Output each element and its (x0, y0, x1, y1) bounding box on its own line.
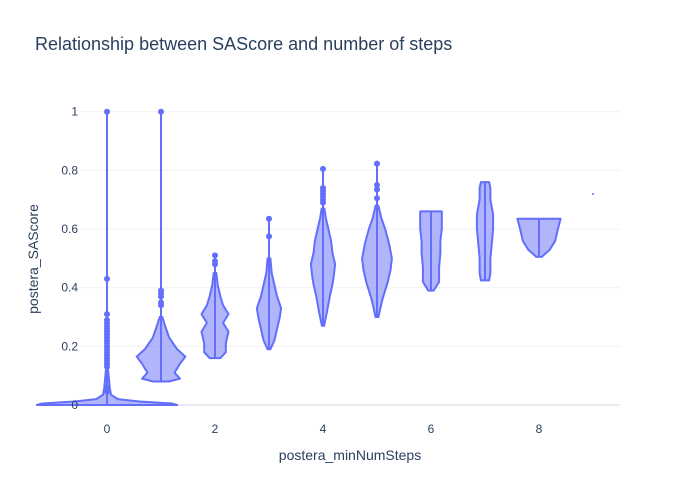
outlier-point (212, 258, 218, 265)
x-tick-label: 4 (320, 422, 327, 436)
outlier-point (104, 316, 110, 323)
y-tick-label: 1 (71, 105, 78, 119)
outlier-point (374, 195, 380, 202)
outlier-point (104, 311, 110, 318)
x-tick-label: 8 (536, 422, 543, 436)
violin-body (361, 204, 393, 318)
x-tick-label: 0 (104, 422, 111, 436)
outlier-point (320, 165, 326, 172)
outlier-point (104, 384, 110, 391)
violin-7 (475, 181, 495, 282)
outlier-point (374, 160, 380, 167)
outlier-point (266, 233, 272, 240)
x-tick-label: 2 (212, 422, 219, 436)
y-axis-title: postera_SAScore (25, 204, 41, 314)
chart-title: Relationship between SAScore and number … (35, 34, 452, 54)
x-axis-title: postera_minNumSteps (279, 447, 421, 463)
outlier-point (104, 275, 110, 282)
outlier-point (158, 287, 164, 294)
violin-body (475, 181, 495, 282)
outlier-point (374, 182, 380, 189)
tick-labels: 0 0.2 0.4 0.6 0.8 1 0 2 4 6 8 (61, 105, 542, 436)
y-tick-label: 0.2 (61, 339, 78, 353)
violin-body (419, 210, 443, 292)
violin-6 (419, 210, 443, 292)
violin-body (309, 207, 337, 327)
violin-body (516, 217, 562, 258)
violin-1 (135, 108, 187, 383)
violin-point (592, 192, 594, 195)
violin-body (255, 257, 283, 351)
plot-area (35, 108, 594, 406)
outlier-point (212, 252, 218, 259)
outlier-point (320, 184, 326, 191)
y-tick-label: 0.4 (61, 281, 78, 295)
outlier-point (158, 299, 164, 306)
outlier-point (104, 388, 110, 395)
violin-body (135, 316, 187, 383)
y-tick-label: 0 (71, 398, 78, 412)
violin-0 (35, 108, 179, 406)
violin-body (200, 272, 230, 360)
outlier-point (104, 108, 110, 115)
outlier-point (374, 186, 380, 193)
violin-4 (309, 165, 337, 327)
violin-5 (361, 160, 393, 318)
violin-3 (255, 215, 283, 351)
violin-8 (516, 217, 562, 258)
outlier-point (266, 215, 272, 222)
y-tick-label: 0.8 (61, 163, 78, 177)
y-tick-label: 0.6 (61, 222, 78, 236)
violin-2 (200, 252, 230, 360)
x-tick-label: 6 (428, 422, 435, 436)
violin-9 (592, 192, 594, 195)
outlier-point (158, 108, 164, 115)
